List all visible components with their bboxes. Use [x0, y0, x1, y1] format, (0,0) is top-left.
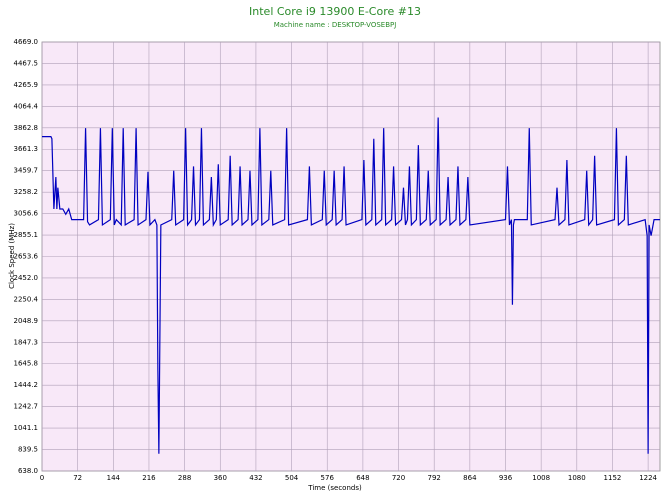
x-tick-label: 936 — [499, 474, 513, 482]
y-tick-label: 1444.2 — [14, 381, 39, 389]
x-tick-label: 1008 — [532, 474, 550, 482]
y-axis-label: Clock Speed (MHz) — [8, 223, 16, 289]
y-tick-label: 2855.1 — [14, 231, 39, 239]
x-tick-label: 504 — [285, 474, 299, 482]
y-tick-label: 2653.6 — [14, 252, 39, 260]
y-tick-label: 638.0 — [18, 467, 38, 475]
y-tick-label: 3661.3 — [14, 145, 39, 153]
x-axis-label: Time (seconds) — [307, 484, 362, 492]
y-tick-label: 839.5 — [18, 446, 38, 454]
y-tick-label: 2452.0 — [14, 274, 39, 282]
x-tick-label: 1224 — [639, 474, 657, 482]
y-tick-label: 1242.7 — [14, 403, 39, 411]
y-tick-label: 3056.6 — [14, 210, 39, 218]
x-tick-label: 1080 — [568, 474, 586, 482]
x-tick-label: 648 — [356, 474, 369, 482]
y-tick-label: 4064.4 — [14, 102, 39, 110]
y-tick-label: 4467.5 — [14, 59, 39, 67]
y-tick-label: 1847.3 — [14, 338, 39, 346]
chart-title: Intel Core i9 13900 E-Core #13 — [249, 5, 421, 18]
y-tick-label: 2250.4 — [14, 295, 39, 303]
x-tick-label: 216 — [142, 474, 156, 482]
x-tick-label: 864 — [463, 474, 477, 482]
x-tick-label: 432 — [249, 474, 262, 482]
y-tick-label: 1041.1 — [14, 424, 39, 432]
x-tick-label: 720 — [392, 474, 405, 482]
y-tick-label: 1645.8 — [14, 360, 39, 368]
x-tick-label: 0 — [40, 474, 44, 482]
data-line — [42, 117, 660, 454]
x-tick-label: 288 — [178, 474, 191, 482]
y-tick-label: 2048.9 — [14, 317, 39, 325]
y-tick-label: 3258.2 — [14, 188, 39, 196]
y-tick-label: 3862.8 — [14, 124, 39, 132]
y-tick-label: 4265.9 — [14, 81, 39, 89]
y-tick-label: 3459.7 — [14, 167, 39, 175]
x-tick-label: 1152 — [604, 474, 622, 482]
x-tick-label: 576 — [321, 474, 335, 482]
x-tick-label: 792 — [428, 474, 441, 482]
x-tick-label: 360 — [214, 474, 227, 482]
chart-subtitle: Machine name : DESKTOP-VOSEBPJ — [274, 21, 397, 29]
x-tick-label: 144 — [107, 474, 121, 482]
y-tick-label: 4669.0 — [14, 38, 39, 46]
x-tick-label: 72 — [73, 474, 82, 482]
